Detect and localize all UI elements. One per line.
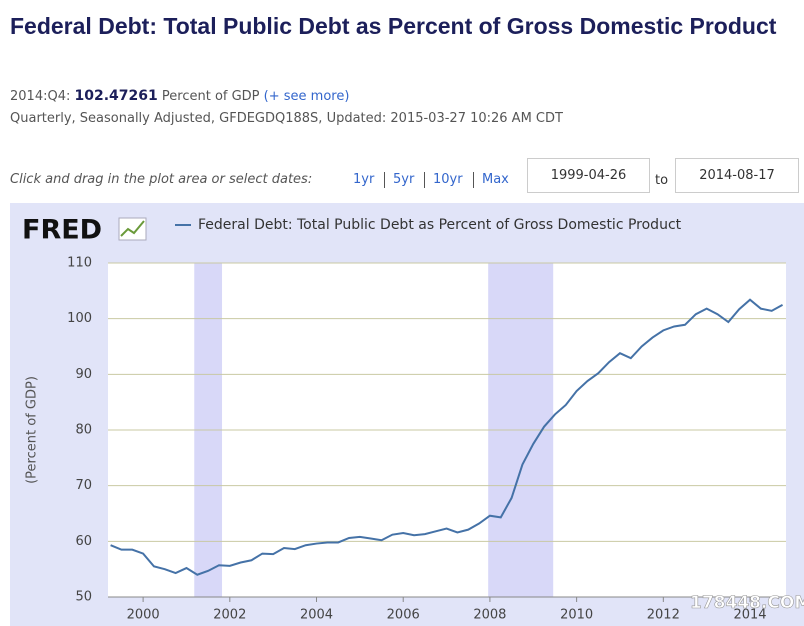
separator xyxy=(424,172,425,188)
to-label: to xyxy=(655,173,669,188)
range-link[interactable]: 10yr xyxy=(433,172,463,187)
x-tick-label: 2006 xyxy=(387,608,420,623)
logo-icon-line xyxy=(120,220,145,237)
start-date-input[interactable]: 1999-04-26 xyxy=(527,158,650,193)
units: Percent of GDP xyxy=(161,89,260,104)
data-line xyxy=(110,298,784,576)
y-tick-label: 80 xyxy=(75,423,92,438)
y-tick-label: 60 xyxy=(75,534,92,549)
separator xyxy=(473,172,474,188)
date-label: 2014:Q4: xyxy=(10,89,71,104)
end-date-input[interactable]: 2014-08-17 xyxy=(675,158,799,193)
x-tick-label: 2000 xyxy=(127,608,160,623)
x-tick-label: 2008 xyxy=(473,608,506,623)
chart[interactable]: 50 60 70 80 90 100 110 2000 2002 2004 2006 2008 2010… xyxy=(10,203,804,626)
latest: 2014:Q4: 102.47261 Percent of GDP (+ see… xyxy=(10,88,349,104)
details: Quarterly, Seasonally Adjusted, GFDEGDQ1… xyxy=(10,111,563,126)
watermark: 178448.COM xyxy=(690,593,804,613)
x-tick-label: 2010 xyxy=(560,608,593,623)
logo-icon xyxy=(118,217,147,241)
y-axis-label: (Percent of GDP) xyxy=(25,376,40,484)
x-tick-label: 2014 xyxy=(733,608,766,623)
legend-label: Federal Debt: Total Public Debt as Perce… xyxy=(198,217,682,233)
y-tick-label: 100 xyxy=(67,311,92,326)
separator xyxy=(384,172,385,188)
prompt: Click and drag in the plot area or selec… xyxy=(10,172,313,187)
y-tick-label: 90 xyxy=(75,367,92,382)
logo: FRED xyxy=(22,215,102,246)
page-title: Federal Debt: Total Public Debt as Perce… xyxy=(10,13,777,39)
range-link[interactable]: 1yr xyxy=(353,172,375,187)
x-tick-label: 2002 xyxy=(213,608,246,623)
x-tick-label: 2012 xyxy=(647,608,680,623)
y-tick-label: 110 xyxy=(67,256,92,271)
latest-value: 102.47261 xyxy=(74,88,158,104)
x-tick-label: 2004 xyxy=(300,608,333,623)
see-more-link[interactable]: (+ see more) xyxy=(263,89,350,104)
y-tick-label: 70 xyxy=(75,478,92,493)
range-link[interactable]: Max xyxy=(482,172,509,187)
range-link[interactable]: 5yr xyxy=(393,172,415,187)
y-tick-label: 50 xyxy=(75,590,92,605)
